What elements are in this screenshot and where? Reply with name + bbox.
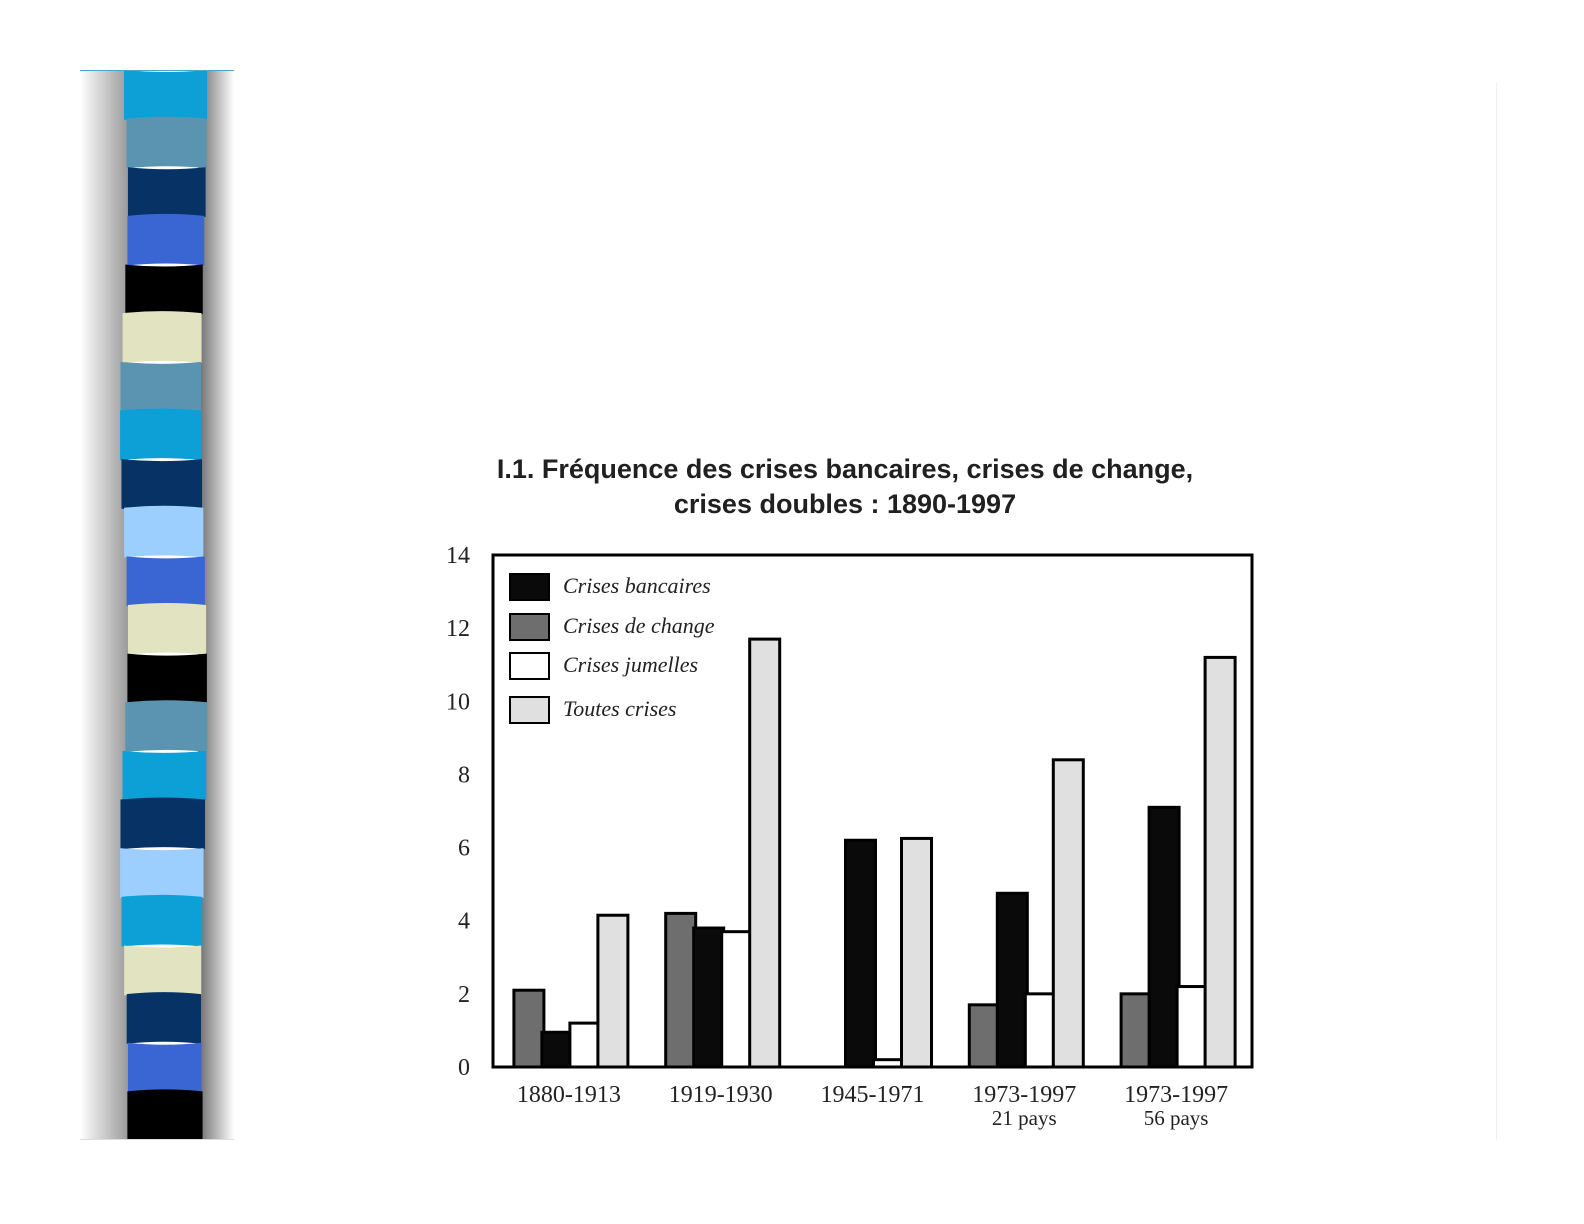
bar bbox=[967, 1003, 1001, 1069]
strip-band bbox=[120, 848, 204, 900]
y-tick-label: 12 bbox=[446, 616, 470, 642]
bar bbox=[900, 836, 933, 1069]
bar bbox=[995, 891, 1029, 1069]
bar bbox=[568, 1021, 602, 1069]
x-category-sublabel: 21 pays bbox=[992, 1106, 1057, 1130]
strip-band bbox=[120, 408, 202, 461]
strip-band bbox=[126, 992, 202, 1044]
strip-band bbox=[124, 945, 202, 998]
legend-label: Crises de change bbox=[563, 613, 715, 638]
strip-band bbox=[120, 361, 202, 414]
strip-band bbox=[127, 653, 207, 706]
bar bbox=[1203, 655, 1237, 1069]
strip-band bbox=[125, 264, 203, 317]
bar bbox=[512, 988, 546, 1069]
bar bbox=[1147, 805, 1181, 1069]
strip-band bbox=[120, 797, 206, 850]
chart-title-line-1: I.1. Fréquence des crises bancaires, cri… bbox=[496, 454, 1194, 484]
x-category-label: 1973-1997 bbox=[1124, 1082, 1228, 1108]
page-edge-line bbox=[1496, 82, 1497, 1140]
chart-title-line-2: crises doubles : 1890-1997 bbox=[673, 489, 1017, 519]
legend-label: Crises bancaires bbox=[563, 573, 711, 598]
bar bbox=[748, 637, 782, 1069]
y-tick-label: 4 bbox=[458, 909, 470, 935]
y-tick-label: 0 bbox=[458, 1055, 470, 1081]
strip-band bbox=[122, 750, 207, 803]
x-category-label: 1945-1971 bbox=[821, 1082, 925, 1108]
strip-band bbox=[127, 167, 206, 219]
strip-band bbox=[126, 116, 207, 169]
strip-band bbox=[127, 1089, 203, 1140]
bar bbox=[1023, 992, 1057, 1069]
legend-label: Toutes crises bbox=[563, 696, 676, 721]
strip-band bbox=[124, 505, 204, 558]
y-tick-label: 6 bbox=[458, 836, 470, 862]
strip-band bbox=[127, 213, 205, 266]
y-tick-label: 14 bbox=[446, 543, 470, 569]
strip-band bbox=[122, 311, 202, 363]
y-tick-label: 2 bbox=[458, 982, 470, 1008]
legend-swatch bbox=[509, 652, 550, 680]
legend-swatch bbox=[509, 573, 550, 601]
bar bbox=[596, 913, 630, 1069]
strip-shadow-left bbox=[80, 70, 128, 1140]
strip-band bbox=[124, 70, 207, 122]
x-category-label: 1880-1913 bbox=[517, 1082, 621, 1108]
y-tick-label: 10 bbox=[446, 689, 470, 715]
x-category-sublabel: 56 pays bbox=[1144, 1106, 1209, 1130]
bar bbox=[720, 930, 754, 1069]
strip-band bbox=[126, 556, 205, 608]
strip-band bbox=[125, 700, 207, 752]
bar bbox=[1119, 992, 1153, 1069]
bar bbox=[692, 926, 726, 1069]
strip-band bbox=[121, 894, 203, 947]
legend-swatch bbox=[509, 696, 550, 724]
bar bbox=[844, 838, 877, 1069]
chart-title: I.1. Fréquence des crises bancaires, cri… bbox=[440, 452, 1250, 522]
bar bbox=[1051, 758, 1085, 1069]
x-category-label: 1973-1997 bbox=[972, 1082, 1076, 1108]
strip-band bbox=[127, 1042, 202, 1095]
strip-band bbox=[127, 603, 207, 655]
bar bbox=[540, 1030, 574, 1069]
bar bbox=[664, 911, 698, 1069]
legend-label: Crises jumelles bbox=[563, 652, 698, 677]
y-tick-label: 8 bbox=[458, 762, 470, 788]
strip-band bbox=[121, 459, 203, 511]
legend-swatch bbox=[509, 613, 550, 641]
x-category-label: 1919-1930 bbox=[669, 1082, 773, 1108]
bar bbox=[1175, 985, 1209, 1069]
decorative-stripe-bar bbox=[80, 70, 234, 1140]
